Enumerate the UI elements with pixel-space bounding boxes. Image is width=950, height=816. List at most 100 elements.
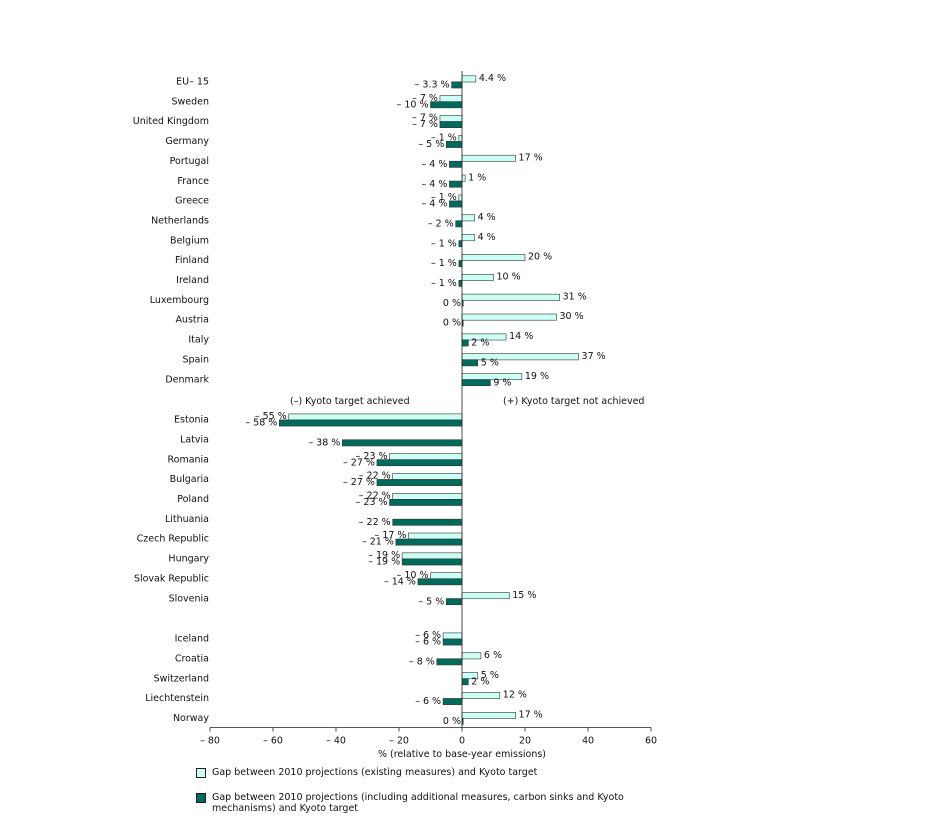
data-label-additional-romania: – 27 % xyxy=(343,457,375,468)
bar-additional-iceland xyxy=(442,638,463,646)
category-label-latvia: Latvia xyxy=(180,434,209,445)
data-label-existing-germany: – 1 % xyxy=(431,133,457,144)
data-label-additional-eu-15: – 3.3 % xyxy=(415,80,450,91)
category-label-poland: Poland xyxy=(177,494,209,505)
data-label-existing-slovenia: 15 % xyxy=(512,590,536,601)
data-label-existing-liechtenstein: 12 % xyxy=(503,690,527,701)
category-label-norway: Norway xyxy=(173,713,209,724)
category-label-italy: Italy xyxy=(188,335,209,346)
data-label-additional-czech-republic: – 21 % xyxy=(362,537,394,548)
data-label-additional-portugal: – 4 % xyxy=(422,159,448,170)
bar-existing-norway xyxy=(461,711,516,719)
data-label-existing-portugal: 17 % xyxy=(519,152,543,163)
bar-additional-portugal xyxy=(449,160,463,168)
data-label-additional-luxembourg: 0 % xyxy=(443,298,461,309)
category-label-netherlands: Netherlands xyxy=(151,215,209,226)
annotation-not-achieved: (+) Kyoto target not achieved xyxy=(503,396,644,407)
category-label-switzerland: Switzerland xyxy=(154,673,209,684)
data-label-existing-switzerland: 5 % xyxy=(481,670,499,681)
data-label-existing-hungary: – 19 % xyxy=(368,550,400,561)
category-label-iceland: Iceland xyxy=(175,634,209,645)
category-label-liechtenstein: Liechtenstein xyxy=(145,693,209,704)
bar-existing-slovak-republic xyxy=(430,572,463,580)
category-label-portugal: Portugal xyxy=(170,156,209,167)
data-label-additional-united-kingdom: – 7 % xyxy=(412,119,438,130)
category-label-romania: Romania xyxy=(167,454,209,465)
category-label-finland: Finland xyxy=(175,255,209,266)
bar-existing-portugal xyxy=(461,154,516,162)
bar-existing-sweden xyxy=(439,95,463,103)
data-label-additional-estonia: – 58 % xyxy=(245,418,277,429)
bar-additional-spain xyxy=(461,359,479,367)
data-label-existing-france: 1 % xyxy=(468,172,486,183)
category-label-sweden: Sweden xyxy=(171,96,209,107)
data-label-additional-netherlands: – 2 % xyxy=(428,218,454,229)
bar-additional-latvia xyxy=(341,439,463,447)
bar-existing-belgium xyxy=(461,234,475,242)
data-label-additional-croatia: – 8 % xyxy=(409,656,435,667)
category-label-united-kingdom: United Kingdom xyxy=(133,116,209,127)
bar-additional-poland xyxy=(389,498,463,506)
data-label-existing-spain: 37 % xyxy=(582,351,606,362)
data-label-existing-netherlands: 4 % xyxy=(478,212,496,223)
data-label-additional-denmark: 9 % xyxy=(493,377,511,388)
x-tick-label: – 40 xyxy=(326,736,346,747)
data-label-existing-slovak-republic: – 10 % xyxy=(397,570,429,581)
legend-label-existing: Gap between 2010 projections (existing m… xyxy=(212,767,538,778)
bar-additional-estonia xyxy=(278,419,463,427)
bar-additional-croatia xyxy=(436,658,463,666)
category-label-bulgaria: Bulgaria xyxy=(170,474,209,485)
category-label-greece: Greece xyxy=(175,196,209,207)
bar-existing-spain xyxy=(461,353,579,361)
bar-existing-liechtenstein xyxy=(461,692,501,699)
category-label-luxembourg: Luxembourg xyxy=(150,295,209,306)
bar-existing-finland xyxy=(461,254,526,261)
data-label-additional-switzerland: 2 % xyxy=(471,676,489,687)
bar-additional-ireland xyxy=(458,279,463,287)
data-label-existing-ireland: 10 % xyxy=(497,272,521,283)
data-label-existing-united-kingdom: – 7 % xyxy=(412,113,438,124)
category-label-germany: Germany xyxy=(165,136,209,147)
data-label-existing-czech-republic: – 17 % xyxy=(375,530,407,541)
bar-additional-france xyxy=(449,180,463,188)
data-label-existing-finland: 20 % xyxy=(528,252,552,263)
x-axis: – 80 – 60 – 40 – 20 0 20 40 60 xyxy=(200,71,657,747)
data-label-additional-italy: 2 % xyxy=(471,338,489,349)
bar-additional-greece xyxy=(449,200,463,208)
data-label-existing-romania: – 23 % xyxy=(356,451,388,462)
category-label-ireland: Ireland xyxy=(176,275,209,286)
bar-additional-denmark xyxy=(461,379,491,387)
category-label-france: France xyxy=(177,176,209,187)
bar-existing-bulgaria xyxy=(392,473,463,480)
bar-existing-greece xyxy=(458,194,463,202)
category-label-slovak-republic: Slovak Republic xyxy=(134,573,209,584)
data-label-additional-bulgaria: – 27 % xyxy=(343,477,375,488)
bar-additional-sweden xyxy=(430,101,463,109)
bar-existing-eu-15 xyxy=(461,75,477,83)
data-label-existing-eu-15: 4.4 % xyxy=(479,73,506,84)
data-label-additional-spain: 5 % xyxy=(481,357,499,368)
data-label-existing-sweden: – 7 % xyxy=(412,93,438,104)
bar-additional-czech-republic xyxy=(395,538,463,546)
bar-existing-estonia xyxy=(288,413,463,421)
data-label-additional-liechtenstein: – 6 % xyxy=(415,696,441,707)
category-label-czech-republic: Czech Republic xyxy=(137,534,209,545)
legend-swatch-existing xyxy=(196,768,206,778)
bar-existing-denmark xyxy=(461,373,523,381)
bar-additional-belgium xyxy=(458,240,463,248)
legend-label-additional: Gap between 2010 projections (including … xyxy=(212,792,624,814)
bar-additional-bulgaria xyxy=(376,479,463,486)
category-label-hungary: Hungary xyxy=(168,554,209,565)
data-label-additional-hungary: – 19 % xyxy=(368,557,400,568)
bar-existing-france xyxy=(461,174,466,182)
data-label-additional-belgium: – 1 % xyxy=(431,238,457,249)
bar-existing-croatia xyxy=(461,652,482,660)
x-tick-label: 40 xyxy=(582,736,594,747)
legend-swatch-additional xyxy=(196,793,206,803)
x-tick-label: 0 xyxy=(459,736,465,747)
bar-additional-romania xyxy=(376,459,463,467)
category-label-eu-15: EU– 15 xyxy=(176,77,209,88)
bar-existing-slovenia xyxy=(461,592,510,600)
bar-additional-lithuania xyxy=(392,518,463,526)
data-label-existing-norway: 17 % xyxy=(519,710,543,721)
